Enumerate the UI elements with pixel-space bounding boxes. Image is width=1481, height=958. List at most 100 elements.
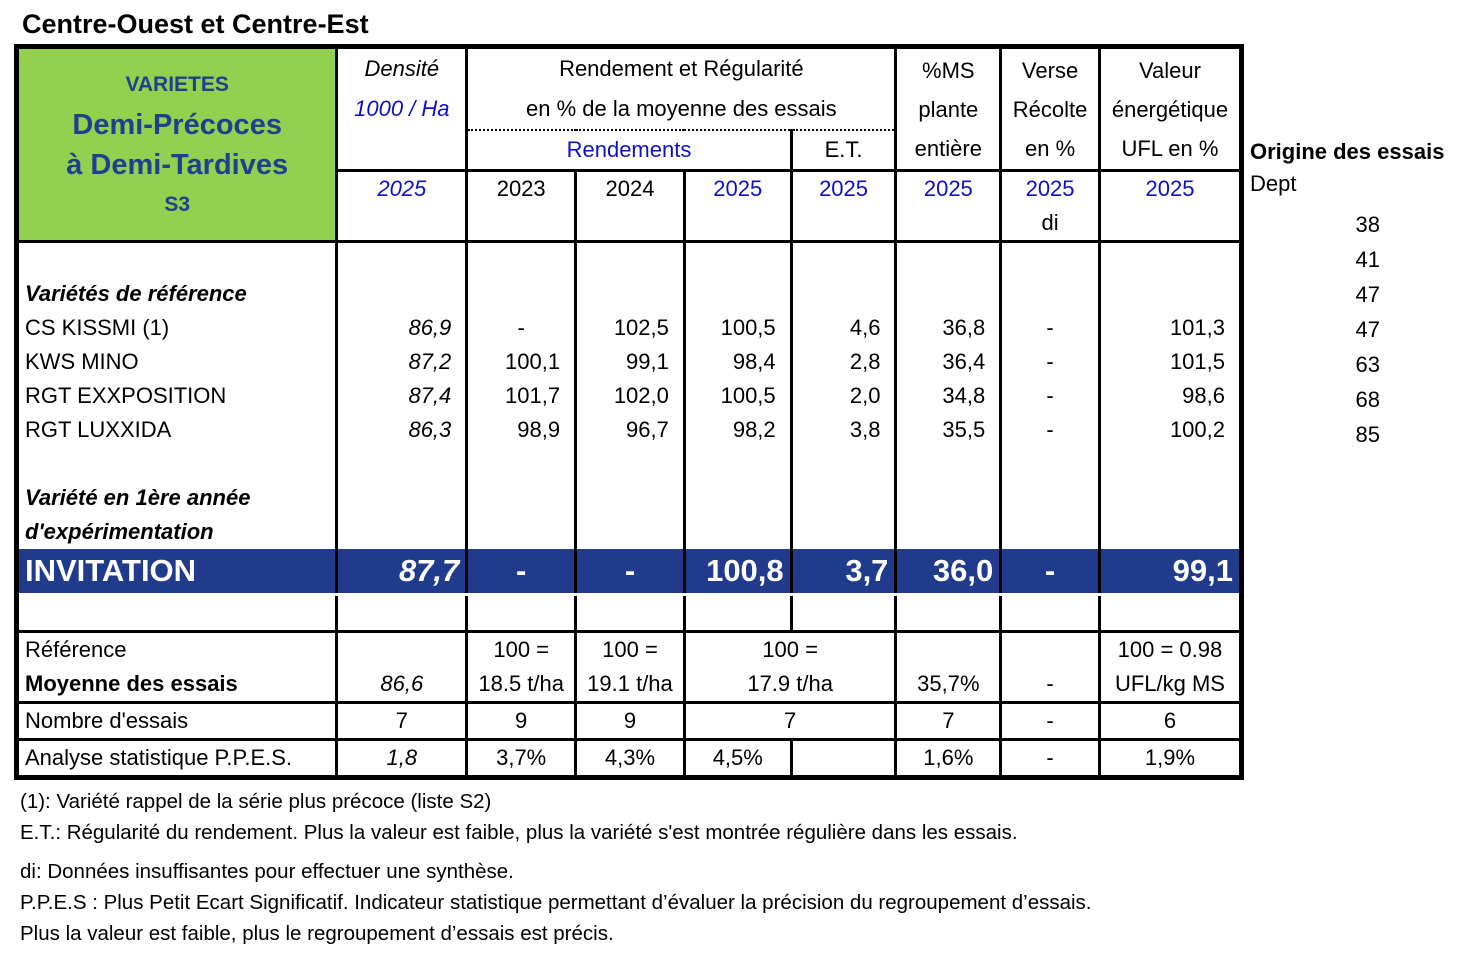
dept-label: Dept [1250, 171, 1297, 196]
year-header: 2023 [465, 170, 578, 243]
empty-cell [465, 594, 578, 633]
empty-cell [574, 277, 686, 311]
nombre-label: Nombre d'essais [14, 702, 339, 741]
value-cell: - [999, 702, 1101, 741]
value-cell: 35,7% [894, 667, 1003, 704]
value-cell: UFL/kg MS [1097, 667, 1244, 704]
value-cell: - [999, 667, 1101, 704]
table-row [14, 447, 1244, 481]
value-cell: - [999, 311, 1101, 345]
dept-value: 47 [1355, 317, 1380, 342]
empty-cell [1097, 515, 1244, 549]
empty-cell [574, 481, 686, 515]
year-header: 2025 [335, 170, 469, 243]
empty-cell [682, 241, 793, 277]
year-header: 2025 [1097, 170, 1244, 243]
empty-cell [999, 594, 1101, 633]
table-row: RGT LUXXIDA 86,3 98,9 96,7 98,2 3,8 35,5-100,2 [14, 413, 1244, 447]
value-cell: 34,8 [894, 379, 1003, 413]
empty-cell [14, 241, 339, 277]
value-cell: 18.5 t/ha [465, 667, 578, 704]
variety-name: RGT EXXPOSITION [14, 379, 339, 413]
table-row: Référence 100 = 100 = 100 = 100 = 0.98 [14, 631, 1244, 667]
verse-label: Récolte [1012, 96, 1088, 122]
empty-cell [894, 447, 1003, 481]
dept-value: 68 [1355, 387, 1380, 412]
value-cell: 87,2 [335, 345, 469, 379]
ms-label: entière [914, 135, 982, 161]
empty-cell [789, 594, 898, 633]
year-label: 2025 [1025, 176, 1075, 201]
footnote: E.T.: Régularité du rendement. Plus la v… [20, 821, 1018, 844]
verse-label: Verse [1021, 57, 1079, 83]
empty-cell [999, 481, 1101, 515]
value-cell: 36,8 [894, 311, 1003, 345]
varietes-label: VARIETES [125, 72, 229, 96]
table-row: Variétés de référence [14, 277, 1244, 311]
value-cell: 3,7% [465, 739, 578, 778]
value-cell: 102,0 [574, 379, 686, 413]
year-header: 2025 di [999, 170, 1101, 243]
value-cell: 4,5% [682, 739, 793, 778]
section-label: Variétés de référence [14, 277, 339, 311]
reference-label: Référence [14, 631, 339, 667]
value-cell: 99,1 [574, 345, 686, 379]
section-label: Variété en 1ère année [14, 481, 339, 515]
value-cell: 100,1 [465, 345, 578, 379]
empty-cell [894, 594, 1003, 633]
dept-value: 85 [1355, 422, 1380, 447]
empty-cell [335, 594, 469, 633]
value-cell: 100 = [465, 631, 578, 667]
empty-cell [999, 241, 1101, 277]
table-row [14, 594, 1244, 633]
value-cell [789, 739, 898, 778]
empty-cell [1097, 447, 1244, 481]
empty-cell [894, 481, 1003, 515]
value-cell: 96,7 [574, 413, 686, 447]
di-label: di [1041, 210, 1059, 235]
value-cell: 98,9 [465, 413, 578, 447]
value-cell: 100,2 [1097, 413, 1244, 447]
value-cell: 101,7 [465, 379, 578, 413]
variety-name: CS KISSMI (1) [14, 311, 339, 345]
table-row: CS KISSMI (1) 86,9-102,5 100,5 4,6 36,8-101,… [14, 311, 1244, 345]
empty-cell [894, 241, 1003, 277]
empty-cell [14, 594, 339, 633]
variety-name: RGT LUXXIDA [14, 413, 339, 447]
empty-cell [1097, 594, 1244, 633]
value-cell: - [999, 345, 1101, 379]
table-row: KWS MINO 87,2 100,1 99,1 98,4 2,8 36,4-101,5 [14, 345, 1244, 379]
origin-title: Origine des essais [1250, 139, 1445, 164]
value-cell: 100 = 0.98 [1097, 631, 1244, 667]
footnote: Plus la valeur est faible, plus le regro… [20, 922, 614, 945]
footnote: di: Données insuffisantes pour effectuer… [20, 860, 514, 883]
empty-cell [682, 594, 793, 633]
value-cell: 87,7 [335, 549, 469, 596]
table-row: Moyenne des essais 86,6 18.5 t/ha 19.1 t/ha… [14, 667, 1244, 704]
value-cell: 100,8 [682, 549, 793, 596]
empty-cell [682, 277, 793, 311]
rendements-label: Rendements [465, 130, 793, 172]
et-label: E.T. [789, 130, 898, 172]
value-cell: - [465, 311, 578, 345]
value-cell: 100,5 [682, 379, 793, 413]
value-cell: 6 [1097, 702, 1244, 741]
energy-label: UFL en % [1121, 135, 1219, 161]
value-cell: 36,0 [894, 549, 1003, 596]
value-cell: 2,8 [789, 345, 898, 379]
empty-cell [682, 447, 793, 481]
year-header: 2025 [789, 170, 898, 243]
value-cell: 9 [574, 702, 686, 741]
results-table: VARIETES Demi-Précoces à Demi-Tardives S… [14, 44, 1244, 780]
empty-cell [789, 515, 898, 549]
table-row: Variété en 1ère année [14, 481, 1244, 515]
value-cell: - [999, 739, 1101, 778]
empty-cell [574, 515, 686, 549]
footnote: (1): Variété rappel de la série plus pré… [20, 790, 492, 813]
value-cell: 98,4 [682, 345, 793, 379]
group-line-1: Demi-Précoces [72, 108, 282, 141]
verse-header: Verse Récolte en % [999, 46, 1101, 172]
verse-label: en % [1024, 135, 1076, 161]
empty-cell [682, 515, 793, 549]
dept-value: 47 [1355, 282, 1380, 307]
